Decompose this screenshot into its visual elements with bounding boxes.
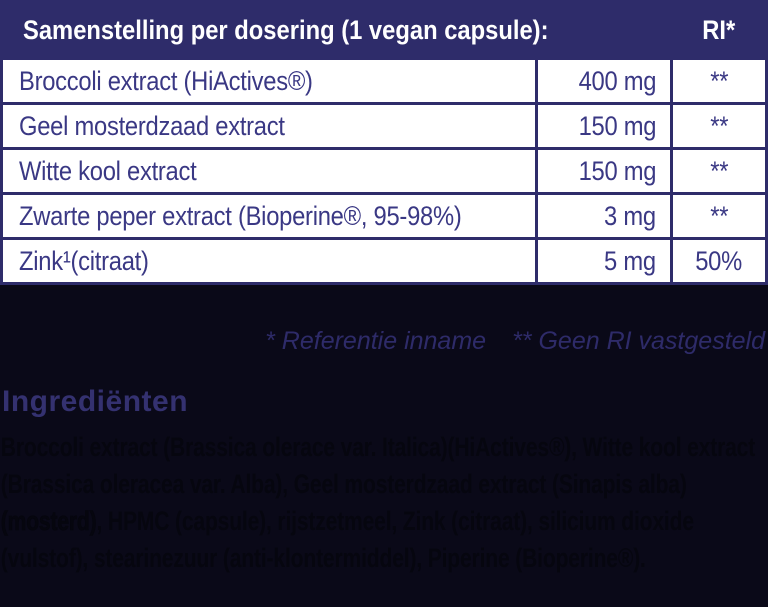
ingredients-paragraph: Broccoli extract (Brassica olerace var. … bbox=[0, 429, 768, 577]
footnote-reference-intake: * Referentie inname bbox=[265, 327, 487, 355]
table-row: Witte kool extract 150 mg ** bbox=[3, 150, 765, 192]
table-header-row: Samenstelling per dosering (1 vegan caps… bbox=[3, 0, 765, 60]
amount-cell: 150 mg bbox=[538, 150, 670, 192]
ingredients-text-segment: Broccoli extract (Brassica olerace var. … bbox=[0, 432, 756, 499]
table-row: Zink¹(citraat) 5 mg 50% bbox=[3, 240, 765, 282]
amount-cell: 150 mg bbox=[538, 105, 670, 147]
table-title: Samenstelling per dosering (1 vegan caps… bbox=[3, 15, 673, 46]
ri-cell: 50% bbox=[673, 240, 765, 282]
footnotes: * Referentie inname ** Geen RI vastgestel… bbox=[0, 323, 768, 359]
table-title-text: Samenstelling per dosering (1 vegan caps… bbox=[23, 14, 549, 45]
composition-table: Samenstelling per dosering (1 vegan caps… bbox=[0, 0, 768, 285]
amount-cell: 5 mg bbox=[538, 240, 670, 282]
footnote-no-ri: ** Geen RI vastgesteld bbox=[512, 327, 765, 355]
ingredients-text-segment: , HPMC (capsule), rijstzetmeel, Zink (ci… bbox=[0, 506, 694, 573]
ri-cell: ** bbox=[673, 195, 765, 237]
ingredient-name-cell: Broccoli extract (HiActives®) bbox=[3, 60, 535, 102]
ri-cell: ** bbox=[673, 150, 765, 192]
amount-cell: 3 mg bbox=[538, 195, 670, 237]
ingredient-name-cell: Geel mosterdzaad extract bbox=[3, 105, 535, 147]
ingredient-name-cell: Zink¹(citraat) bbox=[3, 240, 535, 282]
ingredient-name-cell: Witte kool extract bbox=[3, 150, 535, 192]
ingredients-heading: Ingrediënten bbox=[2, 385, 189, 418]
table-row: Broccoli extract (HiActives®) 400 mg ** bbox=[3, 60, 765, 102]
table-row: Geel mosterdzaad extract 150 mg ** bbox=[3, 105, 765, 147]
allergen-bold-text: (mosterd) bbox=[0, 506, 97, 537]
amount-cell: 400 mg bbox=[538, 60, 670, 102]
ri-header-label: RI* bbox=[702, 14, 736, 45]
table-row: Zwarte peper extract (Bioperine®, 95-98%… bbox=[3, 195, 765, 237]
ri-cell: ** bbox=[673, 60, 765, 102]
ri-cell: ** bbox=[673, 105, 765, 147]
ingredient-name-cell: Zwarte peper extract (Bioperine®, 95-98%… bbox=[3, 195, 535, 237]
